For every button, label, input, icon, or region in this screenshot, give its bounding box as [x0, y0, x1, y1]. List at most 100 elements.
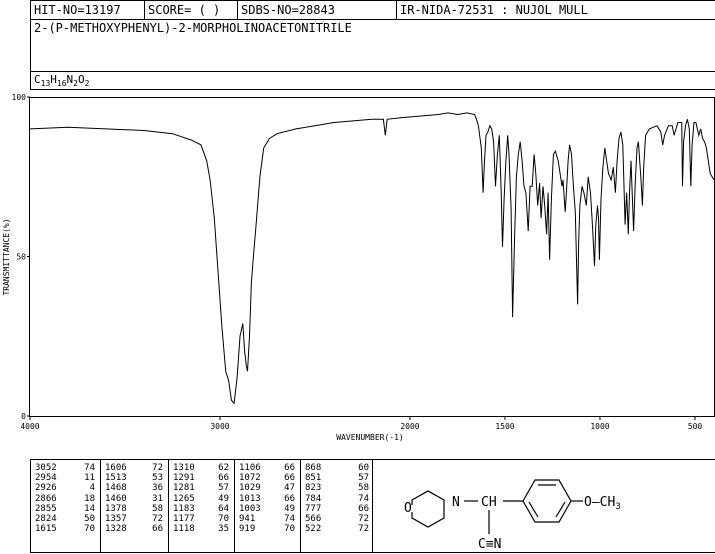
peak-row: 1460 31	[101, 494, 168, 504]
score-field: SCORE= ( )	[145, 1, 238, 20]
peak-column: 1310 62 1291 66 1281 57 1265 49 1183 64 1177 70 1118…	[169, 460, 235, 552]
y-tick-label: 50	[16, 253, 26, 262]
peak-transmittance: 62	[218, 463, 229, 473]
peak-row: 1029 47	[235, 483, 300, 493]
peak-wavenumber: 1265	[173, 493, 195, 504]
peak-row: 3052 74	[31, 463, 100, 473]
peak-transmittance: 70	[284, 524, 295, 535]
peak-transmittance: 49	[218, 493, 229, 504]
peak-row: 1265 49	[169, 494, 234, 504]
x-tick-label: 2000	[400, 422, 419, 431]
peak-transmittance: 35	[218, 524, 229, 535]
structure-diagram: O N CH O—CH3 C≡N	[404, 479, 621, 552]
peak-wavenumber: 2824	[35, 514, 57, 525]
molecular-formula: C13H16N2O2	[34, 73, 90, 89]
x-tick-label: 1000	[590, 422, 609, 431]
peak-wavenumber: 1072	[239, 473, 261, 484]
compound-divider	[31, 71, 715, 72]
peak-transmittance: 66	[358, 503, 369, 514]
aromatic-bond-2	[555, 501, 566, 518]
peak-wavenumber: 566	[305, 514, 322, 525]
peak-wavenumber: 851	[305, 473, 322, 484]
peak-row: 784 74	[301, 494, 374, 504]
peak-row: 851 57	[301, 473, 374, 483]
peak-wavenumber: 3052	[35, 463, 57, 473]
peak-wavenumber: 1106	[239, 463, 261, 473]
peak-transmittance: 72	[152, 514, 163, 525]
peak-transmittance: 4	[89, 483, 95, 494]
peak-transmittance: 74	[84, 463, 95, 473]
peak-wavenumber: 1615	[35, 524, 57, 535]
peak-transmittance: 36	[152, 483, 163, 494]
y-tick-label: 0	[21, 412, 26, 421]
x-axis: 4000 3000 2000 1500 1000 500	[20, 416, 702, 431]
peak-row: 1072 66	[235, 473, 300, 483]
peak-row: 2926 4	[31, 483, 100, 493]
peak-transmittance: 64	[218, 503, 229, 514]
peak-transmittance: 58	[358, 483, 369, 494]
peak-transmittance: 57	[218, 483, 229, 494]
x-tick-label: 3000	[210, 422, 229, 431]
peak-wavenumber: 1291	[173, 473, 195, 484]
peak-transmittance: 72	[358, 514, 369, 525]
ir-info: IR-NIDA-72531 : NUJOL MULL	[400, 3, 588, 17]
amine-nitrogen-label: N	[452, 495, 460, 510]
peak-wavenumber: 941	[239, 514, 256, 525]
peak-row: 1183 64	[169, 504, 234, 514]
peak-row: 2954 11	[31, 473, 100, 483]
hit-number: HIT-NO=13197	[31, 1, 145, 20]
peak-column: 868 60 851 57 823 58 784 74 777 66 566 72 522 72	[301, 460, 374, 552]
nitrile-label: C≡N	[478, 537, 501, 552]
compound-name: 2-(P-METHOXYPHENYL)-2-MORPHOLINOACETONIT…	[34, 21, 352, 35]
peak-wavenumber: 784	[305, 493, 322, 504]
peak-row: 1615 70	[31, 524, 100, 534]
peak-wavenumber: 1378	[105, 503, 127, 514]
x-axis-label: WAVENUMBER(-1)	[336, 433, 403, 442]
peak-row: 2866 18	[31, 494, 100, 504]
peak-wavenumber: 2954	[35, 473, 57, 484]
peak-wavenumber: 522	[305, 524, 322, 535]
methoxy-label: O—CH3	[584, 495, 621, 512]
peak-row: 919 70	[235, 524, 300, 534]
peak-row: 823 58	[301, 483, 374, 493]
peak-wavenumber: 1357	[105, 514, 127, 525]
y-axis-label: TRANSMITTANCE(%)	[2, 218, 11, 295]
peak-row: 1177 70	[169, 514, 234, 524]
x-tick-label: 1500	[495, 422, 514, 431]
peak-transmittance: 72	[152, 463, 163, 473]
peak-wavenumber: 1183	[173, 503, 195, 514]
peak-transmittance: 66	[152, 524, 163, 535]
peak-transmittance: 74	[284, 514, 295, 525]
y-axis: 0 50 100	[12, 93, 30, 421]
peak-transmittance: 70	[84, 524, 95, 535]
ring-oxygen-label: O	[404, 501, 412, 516]
peak-row: 566 72	[301, 514, 374, 524]
peak-wavenumber: 1118	[173, 524, 195, 535]
peak-row: 2855 14	[31, 504, 100, 514]
x-tick-label: 500	[688, 422, 703, 431]
peak-wavenumber: 1003	[239, 503, 261, 514]
methine-label: CH	[481, 495, 497, 510]
peak-transmittance: 74	[358, 493, 369, 504]
peak-row: 1310 62	[169, 463, 234, 473]
peak-row: 777 66	[301, 504, 374, 514]
peak-transmittance: 57	[358, 473, 369, 484]
peak-table: 3052 74 2954 11 2926 4 2866 18 2855 14 2824 50 1615 7…	[30, 459, 373, 553]
peak-wavenumber: 1310	[173, 463, 195, 473]
peak-transmittance: 11	[84, 473, 95, 484]
peak-wavenumber: 919	[239, 524, 256, 535]
peak-wavenumber: 823	[305, 483, 322, 494]
peak-row: 1106 66	[235, 463, 300, 473]
peak-row: 2824 50	[31, 514, 100, 524]
peak-wavenumber: 1460	[105, 493, 127, 504]
peak-wavenumber: 868	[305, 463, 322, 473]
peak-row: 1606 72	[101, 463, 168, 473]
peak-row: 1468 36	[101, 483, 168, 493]
peak-wavenumber: 2866	[35, 493, 57, 504]
peak-wavenumber: 777	[305, 503, 322, 514]
peak-transmittance: 66	[284, 473, 295, 484]
peak-wavenumber: 1281	[173, 483, 195, 494]
morpholine-ring	[411, 490, 445, 528]
peak-transmittance: 18	[84, 493, 95, 504]
peak-row: 1378 58	[101, 504, 168, 514]
